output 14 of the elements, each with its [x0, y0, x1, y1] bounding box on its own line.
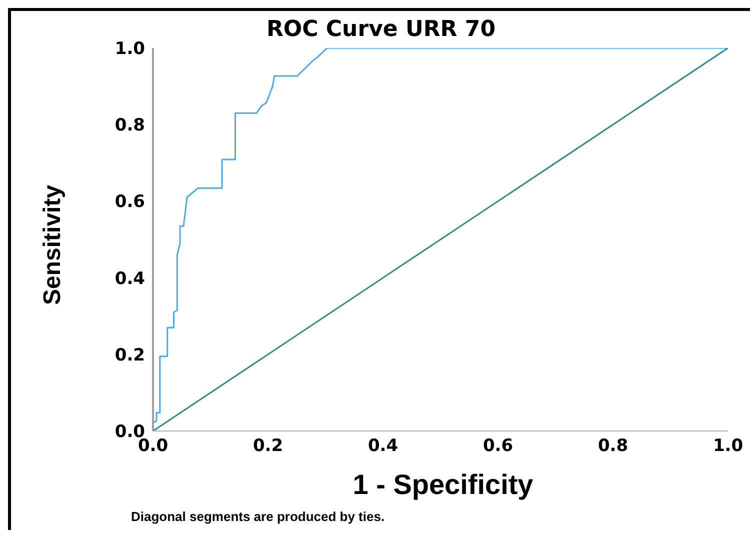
x-tick-label: 0.2: [252, 436, 284, 456]
x-tick-label: 0.6: [482, 436, 514, 456]
y-tick-label: 0.4: [114, 268, 146, 289]
x-tick-label: 0.8: [598, 436, 628, 456]
y-tick-label: 0.6: [114, 192, 145, 212]
y-tick-label: 0.2: [114, 345, 145, 366]
x-tick-label: 0.4: [368, 436, 398, 456]
y-tick-label: 1.0: [114, 39, 146, 60]
chart-title: ROC Curve URR 70: [265, 17, 497, 42]
text: Diagonal segments are produced by ties.: [131, 509, 385, 525]
y-tick-label: 0.8: [114, 116, 145, 136]
x-axis-title: 1 - Specificity: [352, 469, 534, 501]
y-axis-title: Sensitivity: [39, 184, 67, 305]
x-tick-label: 1.0: [712, 436, 744, 456]
